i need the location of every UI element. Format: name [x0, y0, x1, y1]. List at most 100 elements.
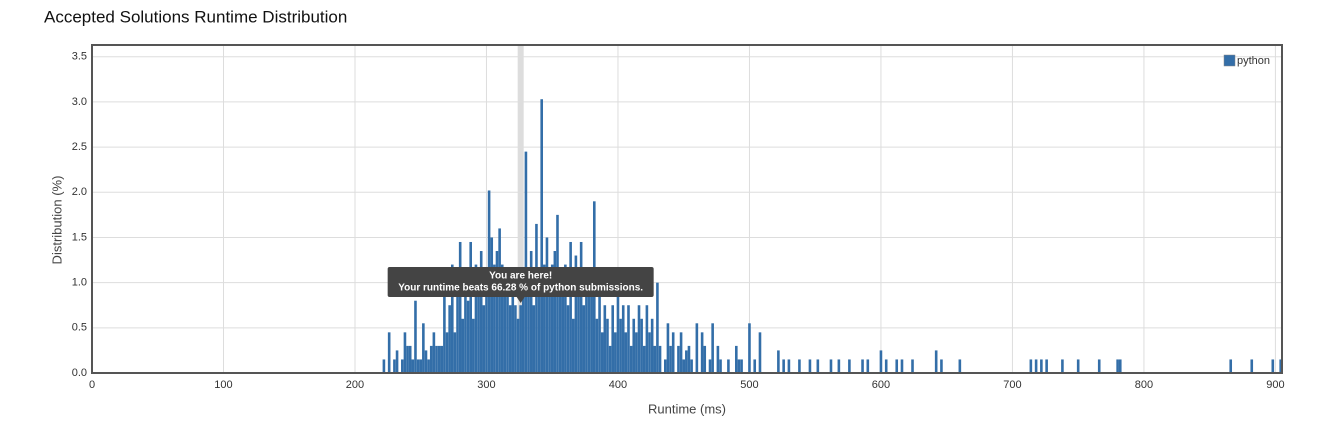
- bar: [669, 345, 672, 373]
- bar: [437, 345, 441, 373]
- bar: [666, 323, 670, 373]
- tooltip-arrow: [516, 297, 525, 303]
- bar: [524, 151, 528, 373]
- legend-swatch: [1223, 54, 1236, 67]
- bar: [456, 291, 459, 373]
- legend-label: python: [1237, 55, 1270, 67]
- x-tick-label: 400: [609, 379, 627, 391]
- bar: [1279, 359, 1282, 373]
- bar: [490, 237, 494, 373]
- bar: [516, 318, 520, 373]
- bar: [611, 305, 615, 373]
- bar: [614, 332, 617, 373]
- bar: [679, 332, 683, 373]
- bar: [782, 359, 785, 373]
- bar: [1116, 359, 1119, 373]
- bar: [787, 359, 791, 373]
- bar: [719, 359, 722, 373]
- bar: [595, 318, 599, 373]
- bar: [582, 305, 586, 373]
- y-tick-label: 0.0: [72, 367, 87, 379]
- y-axis-title: Distribution (%): [49, 176, 64, 265]
- y-tick-label: 2.5: [72, 141, 87, 153]
- x-tick-label: 900: [1266, 379, 1284, 391]
- bar: [514, 305, 517, 373]
- x-tick-label: 500: [740, 379, 758, 391]
- bar: [477, 291, 480, 373]
- bar: [403, 332, 407, 373]
- bar: [461, 318, 465, 373]
- y-tick-label: 3.0: [72, 96, 87, 108]
- bar: [600, 332, 604, 373]
- bar: [527, 291, 530, 373]
- bar: [608, 345, 612, 373]
- bar: [579, 241, 583, 373]
- bar: [677, 345, 680, 373]
- bar: [535, 223, 538, 373]
- bar: [545, 237, 549, 373]
- bar: [940, 359, 943, 373]
- bar: [448, 305, 451, 373]
- bar: [511, 291, 515, 373]
- x-tick-label: 200: [346, 379, 364, 391]
- bar: [1045, 359, 1048, 373]
- x-tick-label: 600: [872, 379, 890, 391]
- bar: [861, 359, 864, 373]
- bar: [474, 264, 478, 373]
- bar: [503, 291, 507, 373]
- y-tick-label: 3.5: [72, 51, 87, 63]
- bar: [466, 300, 470, 373]
- bar: [1061, 359, 1064, 373]
- bar: [493, 264, 496, 373]
- bar: [479, 251, 483, 373]
- bar: [737, 359, 741, 373]
- bar: [450, 264, 454, 373]
- bar: [645, 305, 649, 373]
- bar: [642, 345, 646, 373]
- bar: [469, 241, 472, 373]
- bar: [571, 318, 575, 373]
- chart-title: Accepted Solutions Runtime Distribution: [44, 7, 347, 26]
- bars: [382, 45, 1282, 373]
- bar: [558, 278, 562, 373]
- bar: [637, 305, 641, 373]
- bar: [422, 323, 425, 373]
- bar: [537, 278, 541, 373]
- bar: [958, 359, 962, 373]
- bar: [816, 359, 820, 373]
- bar: [495, 251, 499, 373]
- bar: [685, 350, 688, 373]
- x-tick-label: 0: [89, 379, 95, 391]
- bar: [414, 300, 417, 373]
- bar: [1040, 359, 1043, 373]
- bar: [416, 359, 420, 373]
- bar: [411, 359, 415, 373]
- bar: [419, 359, 423, 373]
- bar: [406, 345, 409, 373]
- y-tick-label: 1.5: [72, 231, 87, 243]
- bar: [758, 332, 762, 373]
- bar: [687, 345, 691, 373]
- plot-border: [91, 44, 1283, 374]
- bar: [703, 345, 707, 373]
- bar: [401, 359, 404, 373]
- bar: [482, 305, 486, 373]
- tooltip-text: Your runtime beats 66.28 % of python sub…: [398, 283, 643, 294]
- bar: [561, 291, 565, 373]
- bar: [387, 332, 391, 373]
- bar: [585, 278, 588, 373]
- bar: [566, 305, 570, 373]
- bar: [432, 332, 436, 373]
- bar: [453, 332, 457, 373]
- bar: [658, 345, 662, 373]
- bar: [529, 251, 533, 373]
- bar: [753, 359, 757, 373]
- bar: [690, 359, 693, 373]
- tooltip-box: [387, 267, 654, 297]
- bar: [640, 318, 643, 373]
- bar: [427, 359, 430, 373]
- bar: [934, 350, 938, 373]
- bar: [619, 318, 622, 373]
- bar: [553, 251, 557, 373]
